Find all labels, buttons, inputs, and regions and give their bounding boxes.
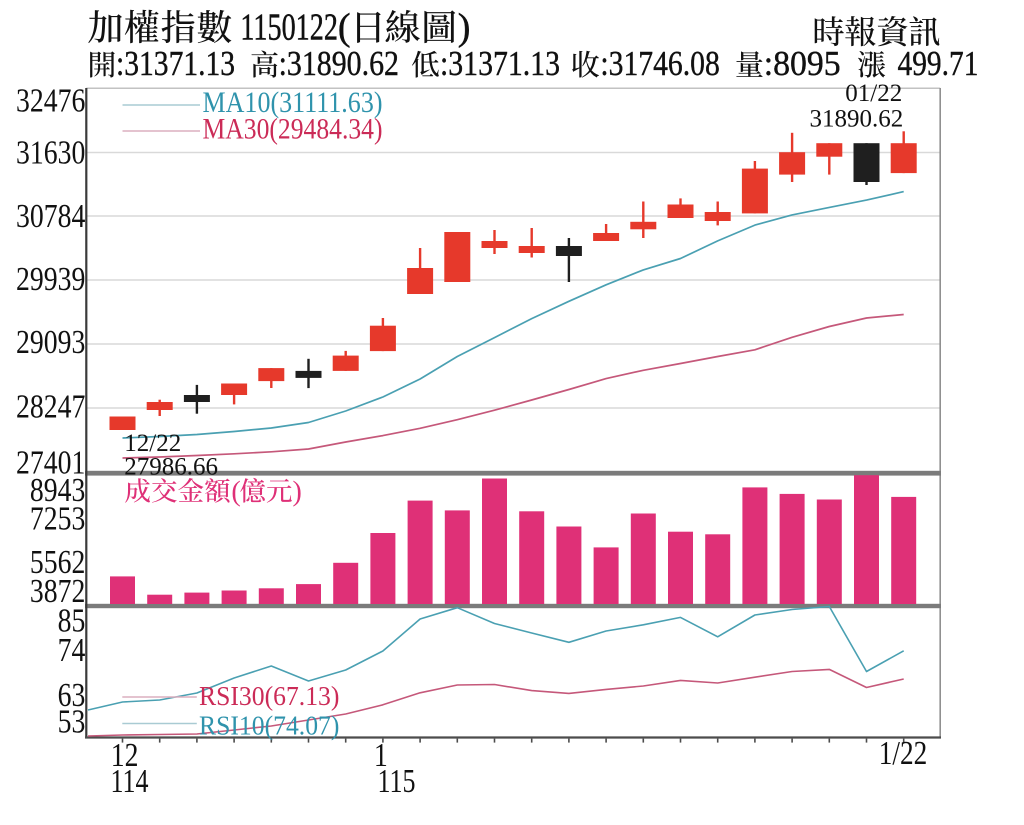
svg-text:29939: 29939: [16, 261, 85, 298]
svg-text:115: 115: [378, 763, 416, 800]
svg-text::8095: :8095: [764, 44, 841, 83]
svg-text:114: 114: [111, 763, 149, 800]
svg-text:63: 63: [58, 677, 86, 714]
svg-text:32476: 32476: [16, 83, 85, 120]
svg-text:RSI10(74.07): RSI10(74.07): [199, 711, 339, 741]
svg-text:): ): [458, 7, 471, 49]
svg-text:53: 53: [58, 704, 86, 741]
svg-text:3872: 3872: [30, 573, 85, 610]
svg-text::31890.62: :31890.62: [279, 44, 399, 83]
svg-text:74: 74: [58, 632, 86, 669]
svg-text::31746.08: :31746.08: [600, 44, 719, 83]
svg-text:27401: 27401: [16, 445, 85, 482]
svg-text:(: (: [231, 477, 240, 508]
svg-text:(: (: [338, 7, 351, 49]
svg-text:31890.62: 31890.62: [810, 106, 904, 133]
svg-text:30784: 30784: [16, 198, 85, 235]
svg-text:12: 12: [111, 737, 139, 774]
svg-text:MA30(29484.34): MA30(29484.34): [203, 113, 383, 146]
svg-text:RSI30(67.13): RSI30(67.13): [199, 681, 339, 711]
svg-text:): ): [293, 477, 302, 508]
svg-text:31630: 31630: [16, 135, 85, 172]
svg-text:1/22: 1/22: [879, 735, 928, 772]
svg-text:8943: 8943: [30, 472, 85, 509]
svg-text:27986.66: 27986.66: [124, 454, 218, 481]
svg-text::31371.13: :31371.13: [440, 44, 560, 83]
svg-text:499.71: 499.71: [898, 44, 979, 83]
svg-text::31371.13: :31371.13: [116, 44, 235, 83]
svg-text:1: 1: [374, 737, 388, 774]
svg-text:5562: 5562: [30, 544, 85, 581]
svg-text:MA10(31111.63): MA10(31111.63): [203, 86, 383, 119]
svg-text:28247: 28247: [16, 389, 85, 426]
svg-text:85: 85: [58, 603, 86, 640]
svg-text:1150122: 1150122: [240, 7, 338, 49]
svg-text:7253: 7253: [30, 501, 85, 538]
svg-text:29093: 29093: [16, 324, 85, 361]
svg-text:12/22: 12/22: [124, 430, 181, 457]
svg-text:01/22: 01/22: [845, 80, 902, 107]
